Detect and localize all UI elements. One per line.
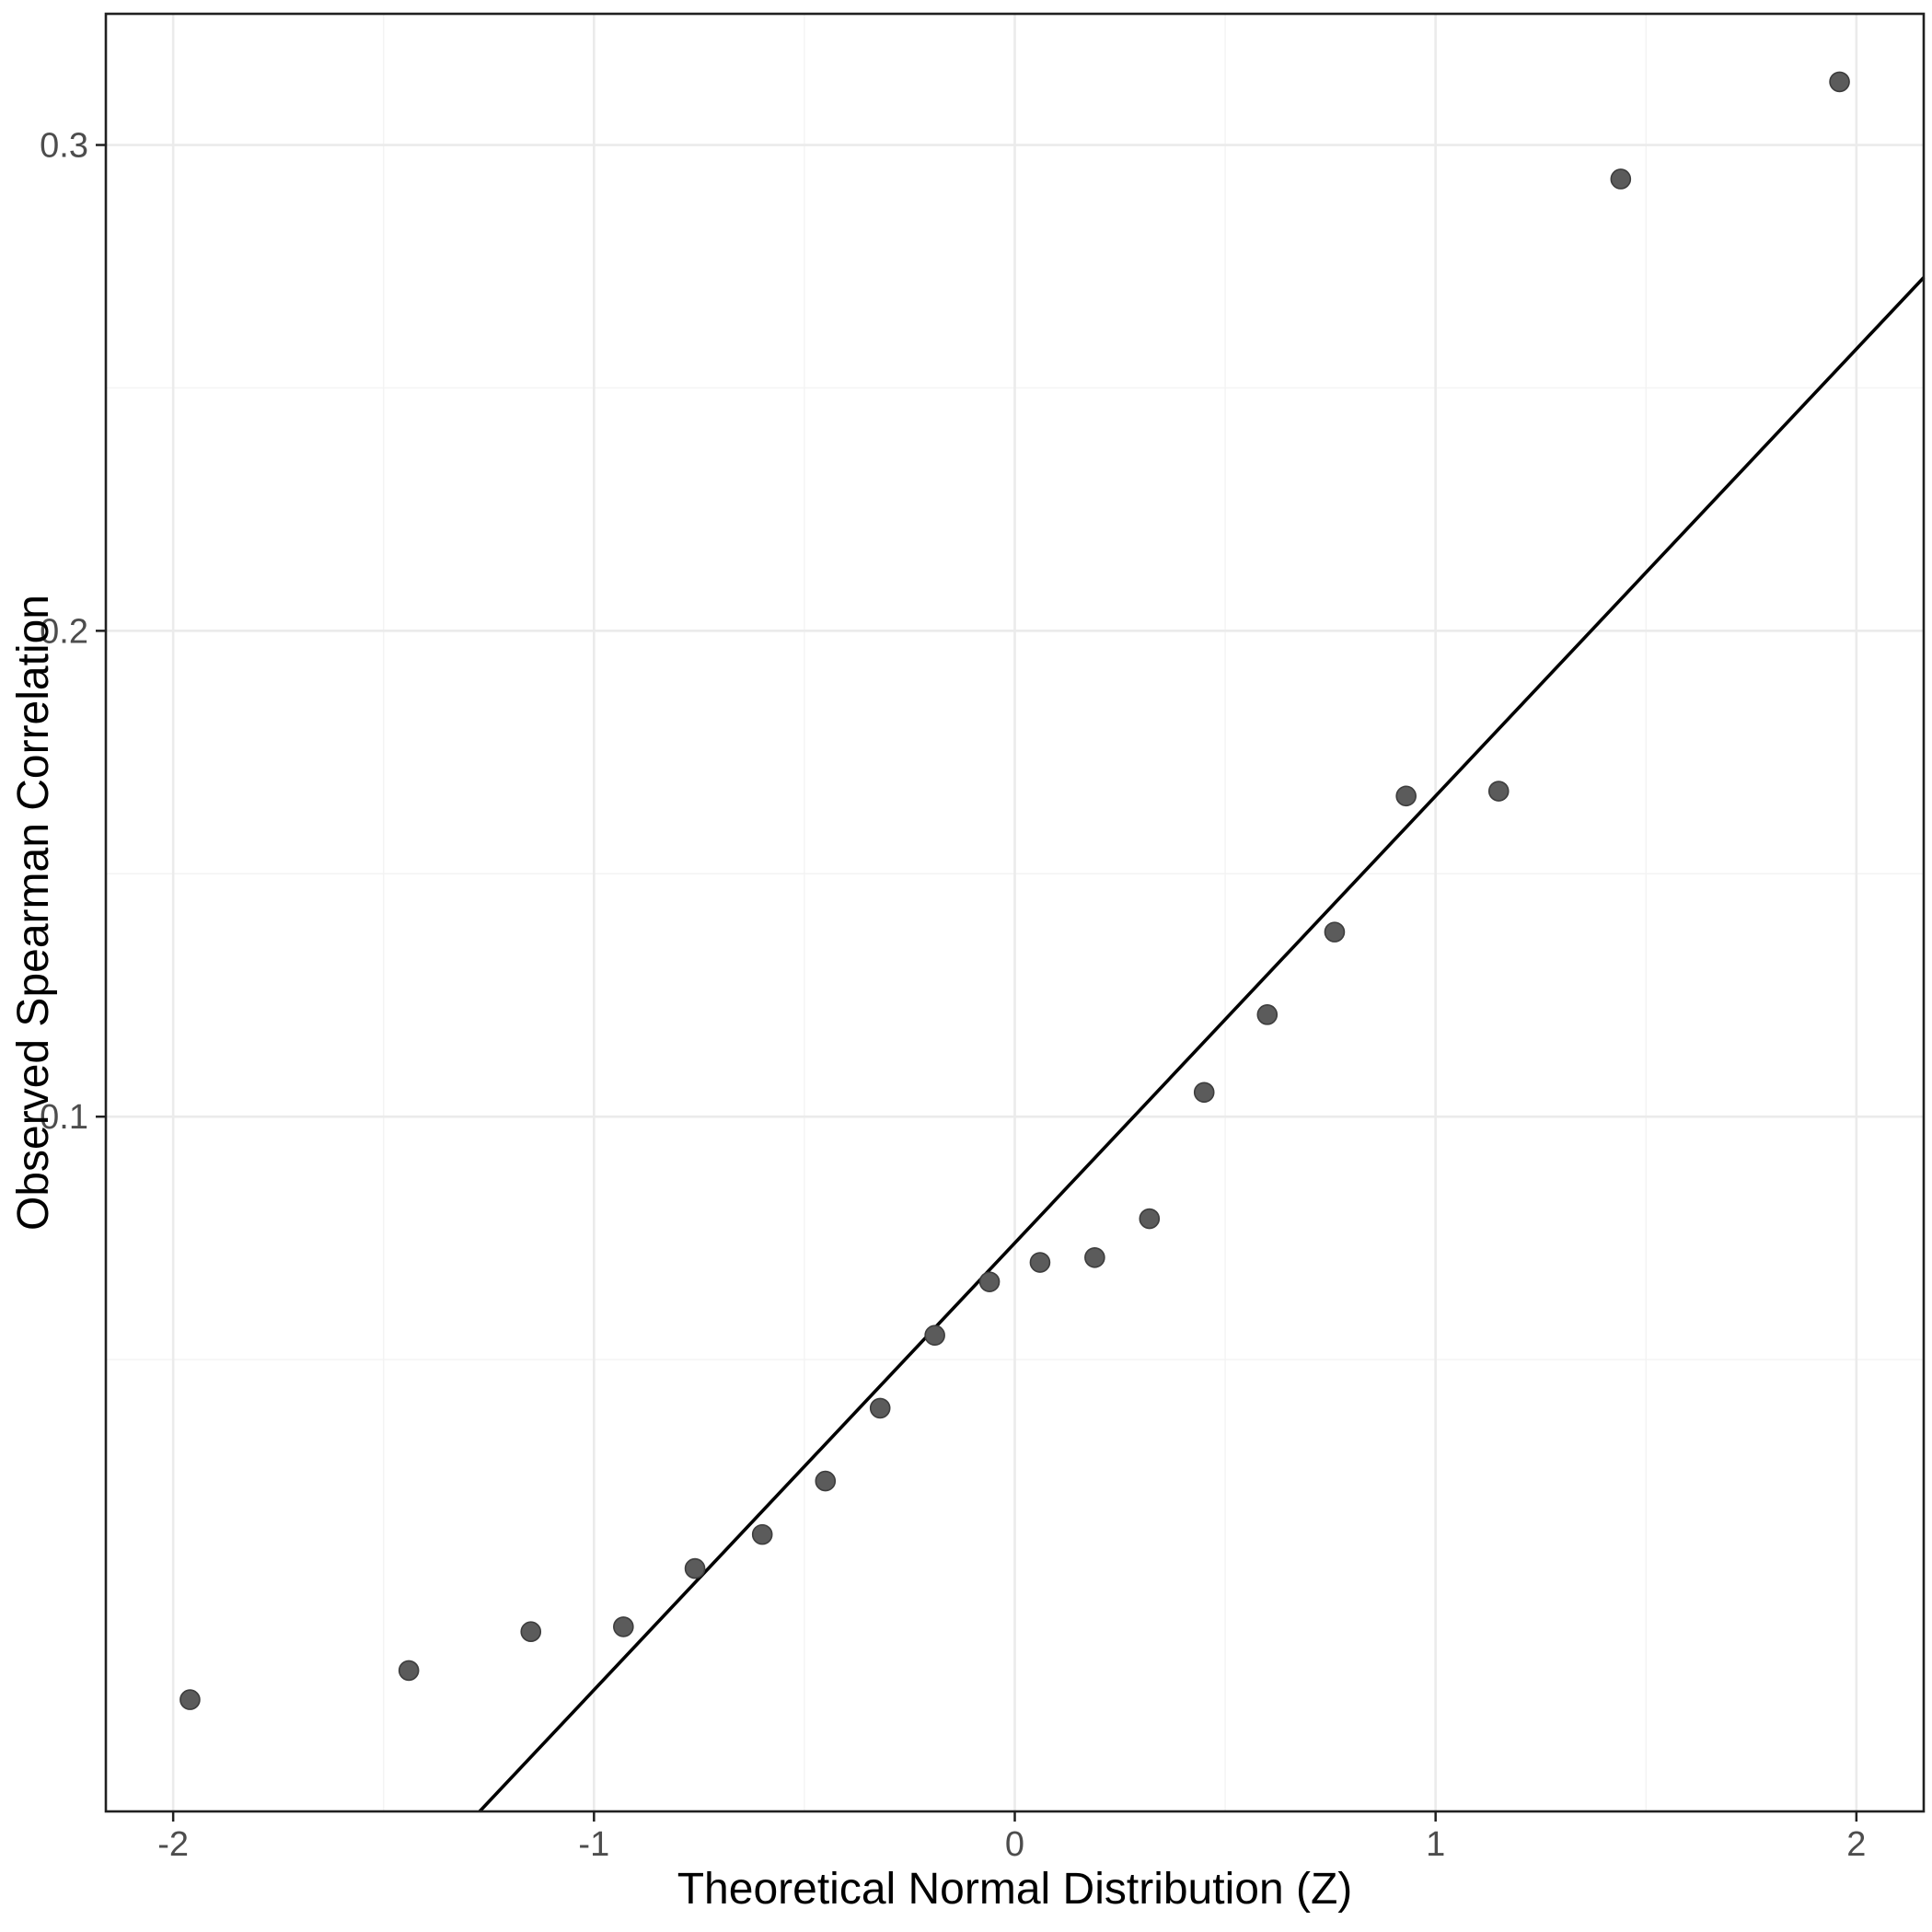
x-axis-tick-labels: -2 -1 0 1 2 — [157, 1825, 1866, 1864]
x-tick-label: -2 — [157, 1825, 189, 1864]
data-point — [1829, 71, 1850, 93]
major-gridlines — [106, 14, 1924, 1811]
data-point — [1395, 785, 1417, 807]
y-tick-label: 0.1 — [40, 1098, 88, 1137]
data-point — [1487, 781, 1510, 802]
data-point — [179, 1689, 201, 1710]
data-point — [1084, 1246, 1105, 1268]
data-point — [398, 1660, 420, 1682]
data-point — [1324, 921, 1346, 943]
data-point — [751, 1523, 773, 1545]
data-point — [815, 1470, 837, 1492]
y-axis-title: Observed Spearman Correlation — [9, 595, 58, 1231]
y-axis-tick-marks — [96, 144, 106, 1118]
data-point — [1256, 1004, 1278, 1025]
x-tick-label: -1 — [578, 1825, 609, 1864]
data-point — [978, 1271, 1001, 1292]
data-point — [1139, 1208, 1161, 1230]
data-point — [1610, 168, 1632, 190]
x-tick-label: 2 — [1846, 1825, 1866, 1864]
qq-reference-line — [478, 276, 1926, 1813]
data-point — [924, 1325, 945, 1347]
y-axis-tick-labels: 0.1 0.2 0.3 — [40, 127, 88, 1138]
data-point — [684, 1557, 706, 1579]
data-point — [1029, 1252, 1051, 1273]
y-tick-label: 0.2 — [40, 612, 88, 651]
data-point — [1193, 1082, 1215, 1104]
data-point — [613, 1616, 634, 1637]
data-point — [520, 1621, 542, 1642]
x-tick-label: 1 — [1426, 1825, 1445, 1864]
data-point — [869, 1397, 891, 1419]
x-tick-label: 0 — [1005, 1825, 1024, 1864]
scatter-points — [179, 71, 1850, 1710]
x-axis-tick-marks — [171, 1811, 1858, 1822]
x-axis-title: Theoretical Normal Distribution (Z) — [677, 1865, 1353, 1914]
y-tick-label: 0.3 — [40, 127, 88, 166]
